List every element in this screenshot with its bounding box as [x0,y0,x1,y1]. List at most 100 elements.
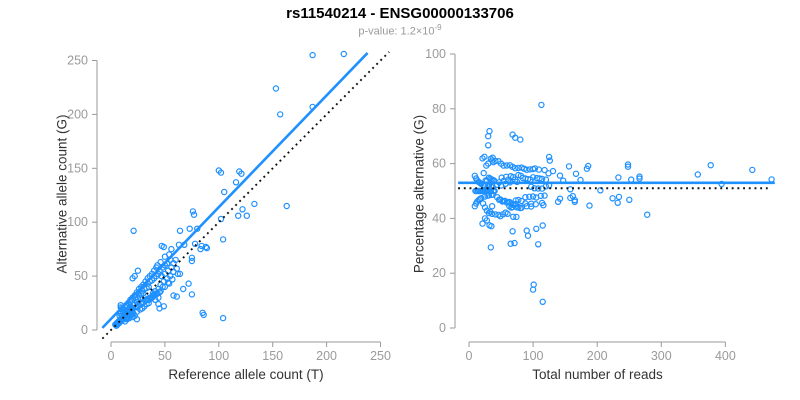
data-point [232,179,240,186]
data-point [219,236,227,243]
regression-line [101,52,369,329]
data-point [528,200,535,207]
data-point [609,195,616,202]
data-point [340,50,347,58]
data-point [533,225,540,232]
data-point [239,206,246,213]
pvalue-exponent: -9 [434,23,442,32]
data-point [188,254,196,261]
data-point [134,267,142,274]
data-point [179,285,187,293]
left-plot-panel: 0 50 100 150 200 250 0 50 100 150 200 250 [67,50,391,363]
left-plot-points [112,50,347,329]
data-point [768,176,775,183]
data-point [529,193,537,200]
data-point [155,294,162,301]
data-point [488,222,495,230]
data-point [172,256,179,264]
left-x-tick-label: 100 [208,349,229,363]
data-point [488,157,496,164]
data-point [200,311,207,319]
data-point [513,213,520,221]
data-point [309,51,316,59]
data-point [597,187,604,194]
data-point [485,142,492,149]
data-point [272,85,280,92]
data-point [173,293,180,300]
data-point [191,240,199,247]
data-point [481,153,488,160]
data-point [492,211,499,218]
data-point [174,270,181,278]
data-point [219,314,227,322]
data-point [176,270,184,278]
data-point [538,101,545,109]
data-point [509,203,516,211]
data-point [130,227,137,234]
data-point [554,198,562,205]
data-point [644,211,651,218]
data-point [515,164,522,172]
data-point [624,161,632,168]
data-point [186,225,193,232]
data-point [549,167,557,175]
data-point [159,283,166,291]
data-point [509,228,516,235]
data-point [220,188,228,196]
data-point [524,232,532,239]
data-point [636,173,643,180]
left-x-tick-label: 200 [316,349,337,363]
data-point [707,161,714,169]
data-point [243,212,250,219]
right-y-tick-label: 20 [432,266,446,280]
data-point [113,321,120,328]
data-point [541,166,548,174]
left-y-tick-label: 250 [67,54,88,68]
data-point [503,162,510,169]
data-point [168,245,175,253]
data-point [539,298,546,305]
right-x-tick-label: 100 [523,349,544,363]
data-point [545,153,553,161]
data-point [165,280,173,287]
left-y-tick-label: 0 [81,323,88,337]
data-point [133,316,141,323]
page-title: rs11540214 - ENSG00000133706 [286,5,514,22]
left-y-axis-title: Alternative allele count (G) [54,114,70,274]
data-point [529,286,537,293]
data-point [526,193,533,200]
data-point [531,165,539,172]
right-y-tick-label: 60 [432,157,446,171]
data-point [615,193,623,201]
data-point [540,201,547,209]
data-point [485,132,492,140]
data-point [238,170,245,177]
right-x-tick-label: 400 [715,349,736,363]
right-y-tick-label: 40 [432,211,446,225]
data-point [626,196,633,203]
data-point [129,309,136,316]
right-plot-panel: 0 20 40 60 80 100 0 100 200 300 400 [425,47,775,363]
data-point [479,220,486,227]
data-point [170,292,177,299]
data-point [164,279,172,286]
data-point [169,276,176,283]
data-point [565,163,573,170]
data-point [154,262,161,269]
data-point [176,227,184,234]
data-point [511,239,518,247]
data-point [537,192,545,200]
left-y-tick-label: 100 [67,215,88,229]
data-point [283,202,290,210]
data-point [485,209,493,217]
data-point [143,300,150,308]
data-point [749,166,756,174]
data-point [198,242,205,250]
right-y-tick-label: 0 [439,321,446,335]
left-x-tick-label: 0 [108,349,115,363]
data-point [497,212,504,220]
data-point [217,169,225,176]
data-point [173,265,180,272]
data-point [139,305,146,312]
